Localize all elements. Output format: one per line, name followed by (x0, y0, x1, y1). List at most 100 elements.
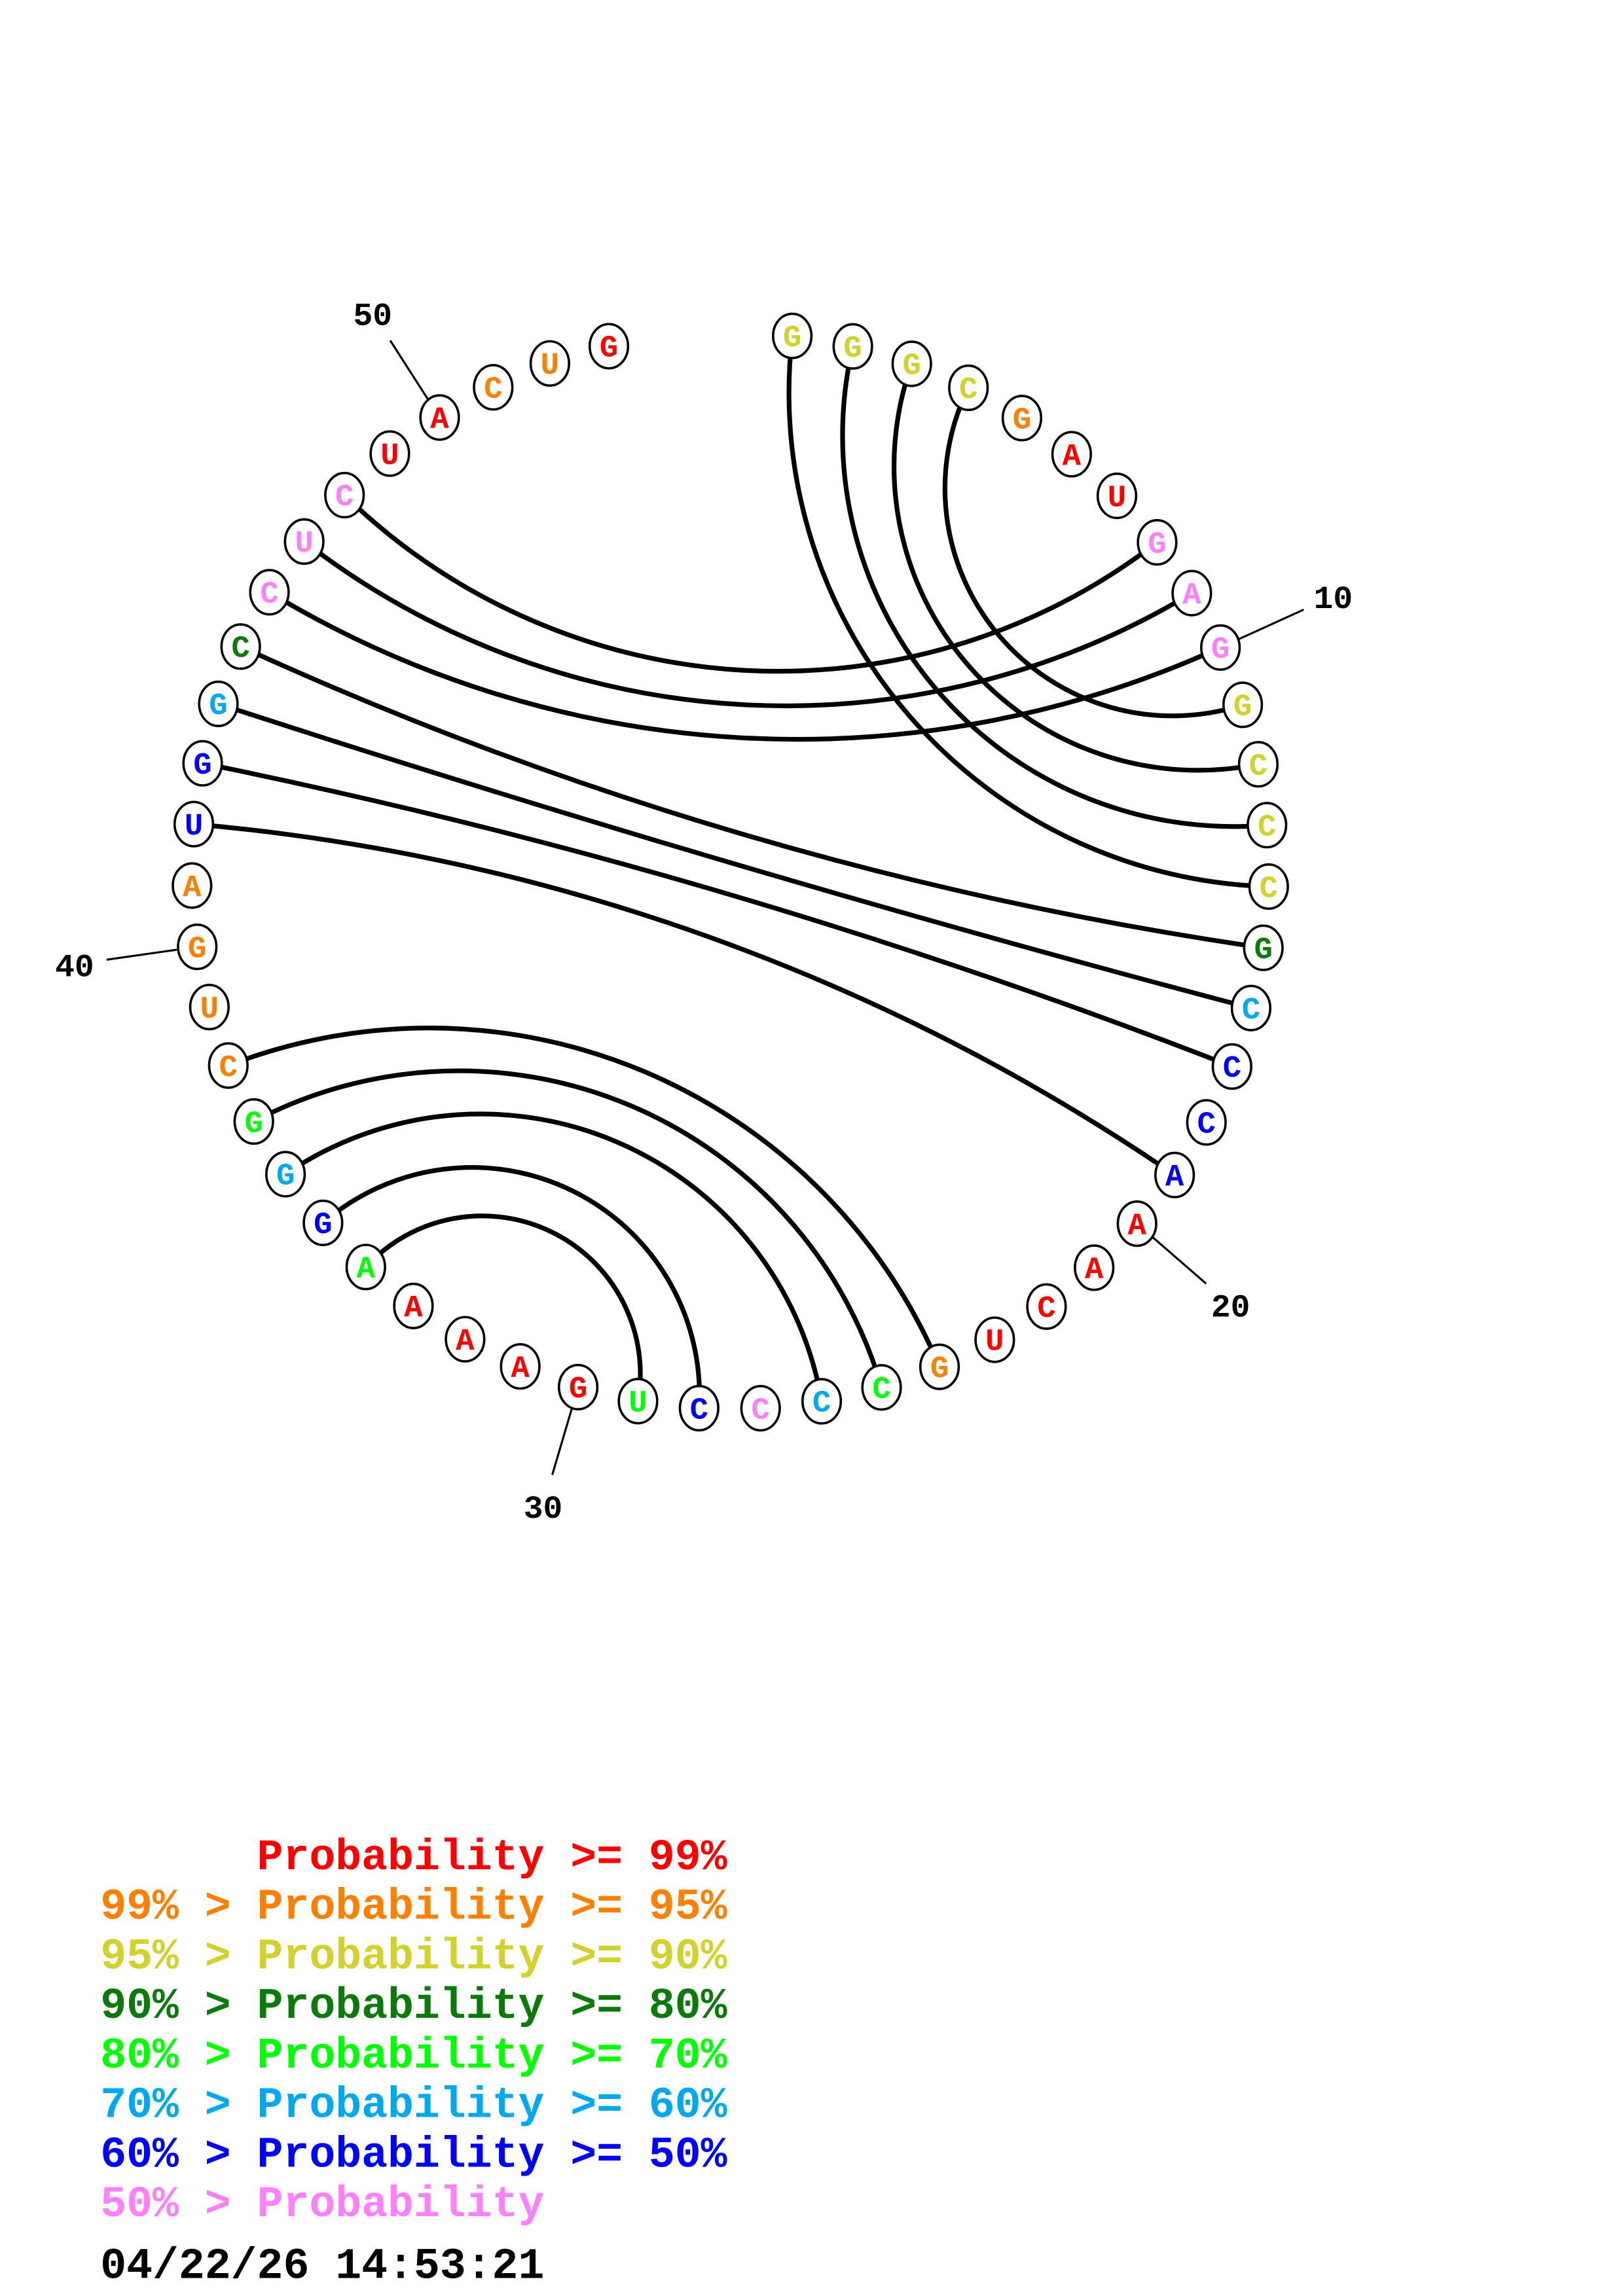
nucleotide-letter: G (1254, 933, 1272, 968)
nucleotide-circle (345, 1244, 386, 1291)
nucleotide-circle (1243, 924, 1284, 971)
nucleotide-circle (302, 1199, 344, 1247)
nucleotide-circle (198, 680, 239, 727)
nucleotide-11: G (1222, 681, 1264, 728)
nucleotide-29: U (617, 1378, 659, 1425)
nucleotide-letter: G (1233, 691, 1252, 725)
nucleotide-letter: G (1211, 633, 1230, 668)
base-pair-arc (193, 821, 1176, 1177)
nucleotide-13: C (1247, 802, 1288, 849)
base-pair-arc (202, 761, 1233, 1069)
nucleotide-47: U (283, 518, 325, 565)
nucleotide-3: G (891, 340, 932, 387)
nucleotide-circle (1001, 395, 1043, 442)
base-pair-arc (321, 1165, 702, 1408)
nucleotide-letter: U (629, 1386, 647, 1421)
position-tick (1152, 1236, 1207, 1285)
nucleotide-letter: A (1127, 1209, 1146, 1244)
base-pair-arc (240, 644, 1264, 950)
base-pair-arc (786, 335, 1269, 889)
nucleotide-circle (264, 1151, 306, 1198)
nucleotide-circle (1222, 681, 1264, 728)
legend-entry: Probability >= 99% (100, 1833, 727, 1882)
nucleotide-letter: A (357, 1253, 376, 1287)
nucleotide-letter: G (1148, 528, 1166, 562)
position-labels: 10 20 30 40 50 (55, 298, 1353, 1528)
nucleotide-letter: G (569, 1372, 587, 1407)
nucleotide-39: U (189, 984, 230, 1031)
nucleotide-circle (557, 1363, 599, 1410)
nucleotide-4: C (948, 364, 989, 412)
nucleotide-letter: C (260, 578, 278, 613)
nucleotide-circle (324, 471, 365, 519)
nucleotide-circle (1247, 802, 1288, 849)
position-label-40: 40 (55, 949, 94, 986)
nucleotide-circle (177, 923, 218, 971)
nucleotide-circle (1211, 1043, 1252, 1090)
base-pair-arc (227, 1026, 942, 1368)
nucleotide-circle (832, 323, 873, 370)
nucleotide-circle (393, 1282, 434, 1329)
nucleotide-circle (1248, 863, 1289, 910)
nucleotide-18: C (1186, 1099, 1227, 1146)
nucleotide-circle (445, 1316, 486, 1363)
nucleotide-letter: U (985, 1325, 1004, 1360)
nucleotide-circle (419, 394, 460, 441)
nucleotide-circle (1186, 1099, 1227, 1146)
legend-entry: 80% > Probability >= 70% (100, 2032, 727, 2081)
nucleotide-circle (948, 364, 989, 412)
nucleotide-letter: A (1182, 579, 1201, 613)
nucleotide-42: U (173, 800, 215, 848)
nucleotide-circle (173, 800, 215, 848)
nucleotide-letter: G (244, 1107, 263, 1141)
nucleotide-circle (740, 1384, 781, 1432)
position-tick (389, 340, 429, 401)
nucleotide-circle (1230, 984, 1272, 1031)
nucleotide-letter: G (843, 332, 862, 367)
position-label-30: 30 (524, 1491, 563, 1528)
nucleotide-24: G (919, 1343, 960, 1390)
nucleotide-letter: C (1037, 1292, 1055, 1327)
nucleotide-letter: A (1085, 1253, 1104, 1288)
legend-entry: 70% > Probability >= 60% (100, 2081, 727, 2130)
legend-entry: 99% > Probability >= 95% (100, 1883, 727, 1932)
probability-legend: Probability >= 99%99% > Probability >= 9… (100, 1833, 727, 2229)
base-pair-arc (217, 701, 1252, 1011)
nucleotide-circle (283, 518, 325, 565)
base-pair-arc (252, 1068, 884, 1388)
nucleotide-circle (678, 1384, 720, 1432)
nucleotide-19: A (1154, 1151, 1195, 1198)
nucleotide-30: G (557, 1363, 599, 1410)
nucleotide-letter: C (1258, 810, 1276, 845)
nucleotide-circle (1200, 624, 1241, 671)
nucleotide-53: G (588, 323, 630, 370)
nucleotide-31: A (500, 1343, 541, 1390)
nucleotide-32: A (445, 1316, 486, 1363)
base-pair-arc (342, 493, 1159, 674)
nucleotide-letter: G (314, 1208, 332, 1243)
base-pair-arc (284, 1111, 824, 1402)
nucleotide-1: G (771, 312, 813, 359)
nucleotide-letter: C (752, 1393, 770, 1428)
base-pair-arc (268, 590, 1222, 742)
nucleotide-14: C (1248, 863, 1289, 910)
nucleotide-letter: A (1165, 1160, 1184, 1195)
nucleotide-27: C (740, 1384, 781, 1432)
nucleotide-letter: U (380, 439, 399, 474)
nucleotide-circle (617, 1378, 659, 1425)
nucleotide-letter: U (1108, 481, 1126, 516)
nucleotide-letter: A (1063, 440, 1082, 475)
nucleotide-28: C (678, 1384, 720, 1432)
nucleotide-letter: C (690, 1393, 708, 1428)
nucleotide-46: C (249, 569, 290, 616)
nucleotide-letter: C (1223, 1052, 1241, 1086)
nucleotide-circle (249, 569, 290, 616)
nucleotide-letter: U (541, 349, 559, 384)
nucleotide-circle (1096, 472, 1138, 520)
nucleotide-circle (1051, 431, 1092, 478)
nucleotide-letter: G (903, 350, 921, 384)
nucleotide-9: A (1171, 569, 1213, 617)
nucleotide-7: U (1096, 472, 1138, 520)
nucleotide-40: G (177, 923, 218, 971)
